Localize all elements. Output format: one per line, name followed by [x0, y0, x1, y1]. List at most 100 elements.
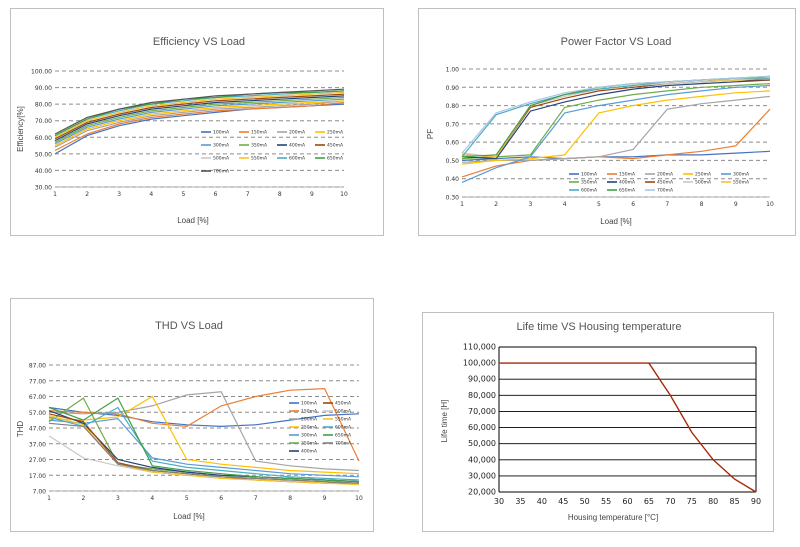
- y-tick-label: 90,000: [468, 375, 496, 384]
- series-line: [54, 91, 345, 138]
- legend-label: 400mA: [619, 180, 636, 186]
- series-line: [54, 101, 345, 152]
- series-line: [461, 150, 771, 161]
- y-tick-label: 0.40: [446, 176, 460, 183]
- chart-title: THD VS Load: [155, 320, 223, 332]
- y-tick-label: 80,000: [468, 391, 496, 400]
- legend-label: 200mA: [301, 417, 318, 423]
- series-line: [48, 406, 360, 481]
- lifetime-chart-panel: Life time VS Housing temperature 20,000 30…: [422, 312, 774, 532]
- series-line: [48, 417, 360, 478]
- series-line: [54, 100, 345, 148]
- legend-label: 400mA: [289, 143, 306, 149]
- y-tick-label: 27.00: [29, 457, 46, 464]
- legend-label: 150mA: [619, 172, 636, 178]
- series-line: [461, 75, 771, 154]
- chart-title: Power Factor VS Load: [561, 36, 672, 48]
- x-tick-label: 10: [355, 495, 363, 502]
- legend-label: 200mA: [289, 130, 306, 136]
- y-tick-label: 70.00: [35, 118, 52, 125]
- legend-label: 350mA: [581, 180, 598, 186]
- x-tick-label: 8: [700, 201, 704, 208]
- legend-label: 600mA: [289, 156, 306, 162]
- series-line: [48, 406, 360, 428]
- y-tick-label: 77.00: [29, 378, 46, 385]
- series-line: [54, 93, 345, 140]
- series-line: [54, 100, 345, 147]
- x-tick-label: 9: [310, 191, 314, 198]
- chart-title: Efficiency VS Load: [153, 36, 245, 48]
- x-tick-label: 2: [85, 191, 89, 198]
- legend-label: 350mA: [301, 441, 318, 447]
- x-tick-label: 7: [254, 495, 258, 502]
- x-tick-label: 9: [734, 201, 738, 208]
- legend-label: 450mA: [657, 180, 674, 186]
- series-line: [461, 90, 771, 165]
- x-tick-label: 5: [597, 201, 601, 208]
- series-line: [461, 84, 771, 183]
- series-line: [461, 95, 771, 163]
- x-tick-label: 5: [182, 191, 186, 198]
- x-tick-label: 90: [751, 497, 761, 506]
- legend-label: 100mA: [213, 130, 230, 136]
- x-tick-label: 1: [47, 495, 51, 502]
- x-tick-label: 85: [729, 497, 739, 506]
- chart-title: Life time VS Housing temperature: [516, 321, 681, 333]
- legend-label: 700mA: [213, 169, 230, 175]
- x-tick-label: 40: [537, 497, 547, 506]
- x-tick-label: 30: [494, 497, 504, 506]
- y-tick-label: 20,000: [468, 488, 496, 497]
- legend-label: 700mA: [335, 441, 352, 447]
- legend-label: 250mA: [301, 425, 318, 431]
- x-axis-label: Load [%]: [177, 216, 209, 225]
- y-axis-label: Life time [H]: [440, 400, 449, 443]
- y-tick-label: 30.00: [35, 185, 52, 192]
- x-tick-label: 7: [665, 201, 669, 208]
- x-axis-label: Load [%]: [173, 512, 205, 521]
- x-tick-label: 8: [288, 495, 292, 502]
- y-axis-label: PF: [426, 129, 435, 139]
- x-axis-label: Load [%]: [600, 217, 632, 226]
- y-tick-label: 7.00: [33, 489, 47, 496]
- y-tick-label: 30,000: [468, 471, 496, 480]
- power-factor-chart: Power Factor VS Load 0.30 0.40 0.50 0.60 0.70…: [426, 36, 774, 226]
- x-tick-label: 70: [665, 497, 675, 506]
- x-tick-label: 1: [53, 191, 57, 198]
- x-tick-label: 6: [214, 191, 218, 198]
- x-tick-label: 6: [219, 495, 223, 502]
- legend-label: 100mA: [301, 401, 318, 407]
- y-axis-label: Efficiency[%]: [16, 106, 25, 152]
- lifetime-chart: Life time VS Housing temperature20,00030…: [440, 321, 761, 522]
- series-line: [461, 79, 771, 160]
- x-axis-label: Housing temperature [°C]: [568, 513, 658, 522]
- x-tick-label: 3: [117, 191, 121, 198]
- y-tick-label: 60.00: [35, 135, 52, 142]
- x-tick-label: 3: [529, 201, 533, 208]
- efficiency-chart-panel: Efficiency VS Load 30.00 40.00 50.00 60.00 70…: [10, 8, 384, 236]
- y-tick-label: 1.00: [446, 67, 460, 74]
- series-line: [48, 395, 360, 475]
- legend-label: 550mA: [335, 417, 352, 423]
- y-tick-label: 90.00: [35, 85, 52, 92]
- series-line: [461, 77, 771, 158]
- x-tick-label: 1: [460, 201, 464, 208]
- series-line: [461, 77, 770, 158]
- legend-label: 600mA: [335, 425, 352, 431]
- x-tick-label: 80: [708, 497, 718, 506]
- y-tick-label: 0.50: [446, 158, 460, 165]
- y-axis-label: THD: [16, 421, 25, 438]
- legend-label: 400mA: [301, 449, 318, 455]
- y-tick-label: 47.00: [29, 426, 46, 433]
- y-tick-label: 0.90: [446, 85, 460, 92]
- x-tick-label: 55: [601, 497, 611, 506]
- x-tick-label: 6: [631, 201, 635, 208]
- legend-label: 600mA: [581, 188, 598, 194]
- series-line: [461, 83, 771, 160]
- legend-label: 250mA: [695, 172, 712, 178]
- y-tick-label: 100.00: [31, 69, 52, 76]
- legend-label: 650mA: [619, 188, 636, 194]
- y-tick-label: 0.80: [446, 103, 460, 110]
- y-tick-label: 110,000: [463, 343, 496, 352]
- series-line: [54, 90, 345, 137]
- x-tick-label: 45: [558, 497, 568, 506]
